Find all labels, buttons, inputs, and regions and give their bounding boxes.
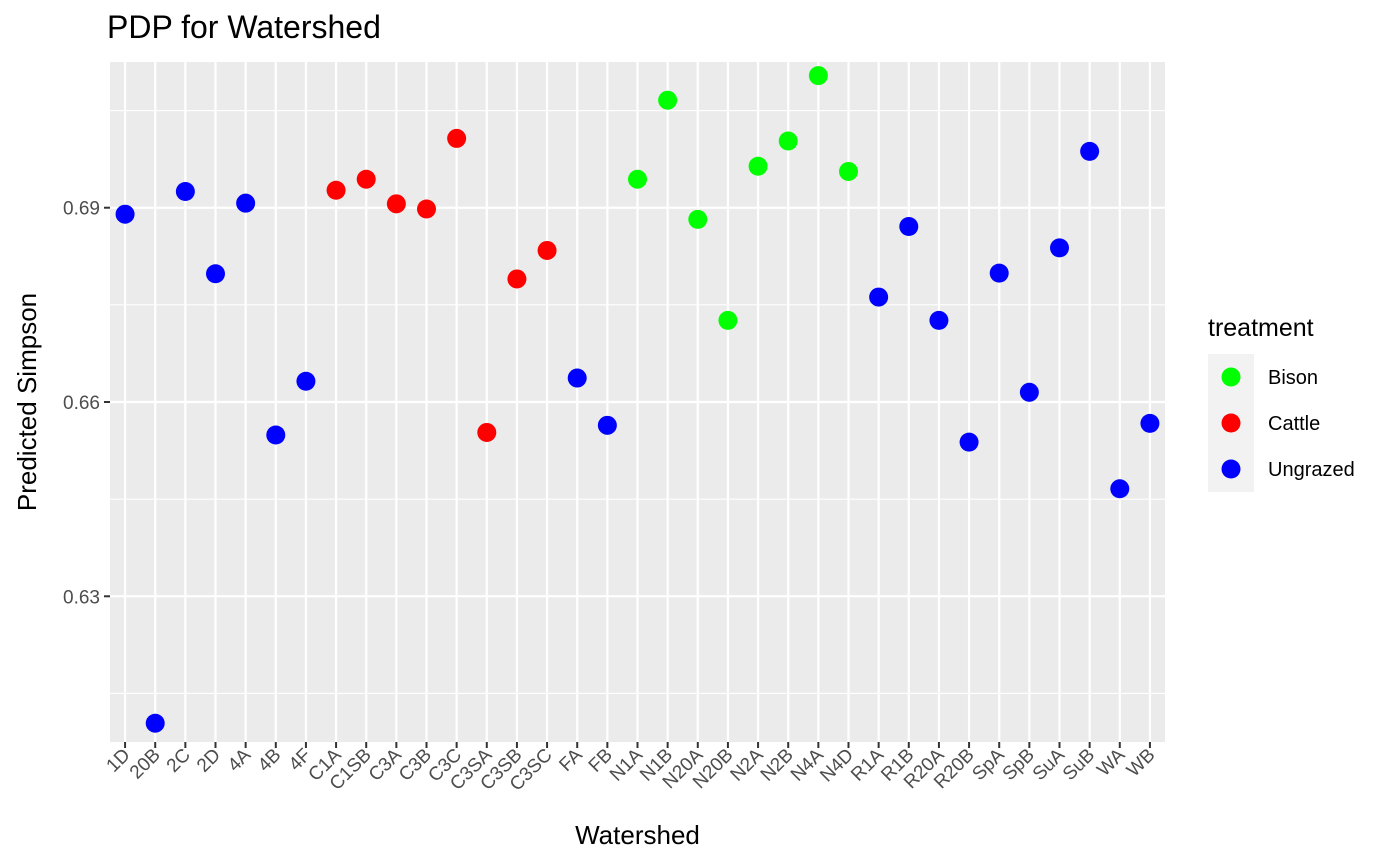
data-point (778, 131, 798, 151)
chart-title: PDP for Watershed (107, 9, 381, 45)
data-point (477, 422, 497, 442)
x-tick-label: 4B (254, 745, 285, 776)
y-axis: 0.63 0.66 0.69 (63, 199, 110, 608)
data-point (869, 287, 889, 307)
data-point (959, 432, 979, 452)
data-point (417, 199, 436, 219)
data-point (447, 128, 467, 148)
data-point (1140, 413, 1160, 433)
data-point (145, 713, 165, 733)
data-point (266, 425, 286, 445)
data-point (507, 269, 527, 289)
data-point (206, 264, 225, 284)
y-tick-label: 0.69 (63, 199, 100, 220)
legend-key-bison (1221, 367, 1241, 387)
y-axis-title: Predicted Simpson (12, 293, 42, 511)
x-axis-title: Watershed (575, 820, 700, 850)
x-tick-label: FA (555, 744, 587, 776)
legend-label-ungrazed: Ungrazed (1268, 459, 1355, 481)
data-point (597, 415, 617, 435)
data-point (115, 204, 135, 224)
x-tick-label: 4A (224, 744, 256, 776)
data-point (1080, 141, 1100, 161)
y-tick-label: 0.63 (63, 587, 100, 608)
data-point (899, 216, 919, 236)
data-point (718, 310, 738, 330)
data-point (386, 194, 406, 214)
data-point (175, 182, 195, 202)
data-point (929, 310, 949, 330)
grid (110, 62, 1165, 742)
legend: treatment Bison Cattle Ungrazed (1208, 314, 1355, 492)
data-point (296, 371, 316, 391)
x-tick-label: WB (1123, 745, 1159, 781)
data-point (658, 90, 678, 110)
data-point (567, 368, 587, 388)
legend-key-ungrazed (1221, 459, 1241, 479)
x-tick-label: 2D (193, 745, 225, 777)
data-point (839, 161, 858, 181)
y-tick-label: 0.66 (63, 393, 100, 414)
data-points (115, 66, 1160, 733)
legend-label-cattle: Cattle (1268, 413, 1320, 435)
data-point (356, 169, 376, 189)
legend-key-cattle (1221, 413, 1241, 433)
data-point (1019, 382, 1039, 402)
data-point (1110, 479, 1130, 499)
data-point (537, 240, 557, 260)
legend-items: Bison Cattle Ungrazed (1221, 367, 1355, 481)
legend-label-bison: Bison (1268, 367, 1318, 389)
x-tick-label: 20B (126, 745, 165, 784)
data-point (628, 169, 647, 189)
data-point (748, 156, 768, 176)
data-point (808, 66, 828, 86)
data-point (989, 263, 1009, 283)
data-point (688, 209, 708, 229)
data-point (1050, 238, 1069, 258)
legend-title: treatment (1208, 314, 1314, 342)
x-tick-label: 2C (163, 745, 195, 777)
x-tick-label: WA (1093, 744, 1129, 780)
data-point (236, 193, 256, 213)
data-point (326, 180, 346, 200)
